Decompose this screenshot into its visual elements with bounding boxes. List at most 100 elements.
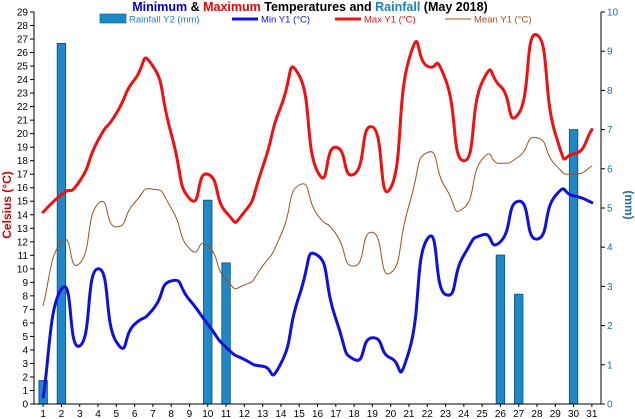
min-temperature-line (41, 187, 594, 399)
y-tick-label-left: 23 (17, 89, 29, 100)
y-tick-label-left: 15 (17, 197, 29, 208)
x-tick-label: 9 (187, 409, 193, 419)
x-tick-label: 28 (531, 409, 543, 419)
rainfall-bar (221, 262, 231, 405)
y-axis-label-left: Celsius (°C) (0, 171, 14, 238)
y-tick-label-left: 24 (17, 75, 29, 86)
y-tick-label-left: 22 (17, 102, 29, 113)
y-tick-label-right: 1 (607, 360, 613, 371)
x-tick-label: 3 (77, 409, 83, 419)
x-tick-label: 22 (422, 409, 434, 419)
y-tick-label-left: 7 (22, 305, 28, 316)
y-tick-label-right: 0 (607, 400, 613, 411)
x-tick-label: 27 (513, 409, 525, 419)
y-tick-label-left: 4 (22, 345, 28, 356)
rainfall-bar (203, 199, 213, 405)
y-tick-label-right: 9 (607, 47, 613, 58)
title-part: Temperatures and (261, 0, 375, 14)
y-tick-label-left: 19 (17, 143, 29, 154)
x-tick-label: 20 (385, 409, 397, 419)
y-tick-label-left: 8 (22, 291, 28, 302)
x-tick-label: 2 (59, 409, 65, 419)
x-tick-label: 17 (330, 409, 342, 419)
y-tick-label-left: 20 (17, 129, 29, 140)
legend-label: Mean Y1 (°C) (474, 15, 531, 26)
axes: 0123456789101112131415161718192021222324… (17, 8, 619, 419)
rainfall-bar (514, 293, 524, 405)
x-tick-label: 13 (257, 409, 269, 419)
x-tick-label: 14 (275, 409, 287, 419)
x-tick-label: 30 (568, 409, 580, 419)
y-tick-label-left: 12 (17, 237, 29, 248)
x-tick-label: 4 (95, 409, 101, 419)
title-part: Rainfall (375, 0, 420, 14)
y-tick-label-right: 8 (607, 86, 613, 97)
x-tick-label: 5 (114, 409, 120, 419)
x-tick-label: 15 (294, 409, 306, 419)
y-tick-label-left: 17 (17, 170, 29, 181)
y-tick-label-left: 6 (22, 318, 28, 329)
x-tick-label: 21 (403, 409, 415, 419)
y-tick-label-left: 18 (17, 156, 29, 167)
y-tick-label-left: 29 (17, 8, 29, 19)
y-tick-label-left: 2 (22, 372, 28, 383)
y-tick-label-left: 13 (17, 224, 29, 235)
rainfall-bars (38, 42, 579, 405)
x-tick-label: 31 (586, 409, 598, 419)
x-tick-label: 23 (440, 409, 452, 419)
y-tick-label-left: 27 (17, 35, 29, 46)
chart-title: Minimum & Maximum Temperatures and Rainf… (132, 0, 487, 14)
y-tick-label-left: 28 (17, 21, 29, 32)
title-part: & (187, 0, 203, 14)
x-tick-label: 29 (550, 409, 562, 419)
y-tick-label-right: 10 (607, 8, 619, 19)
y-tick-label-left: 21 (17, 116, 29, 127)
x-tick-label: 1 (40, 409, 46, 419)
y-tick-label-right: 3 (607, 282, 613, 293)
y-tick-label-left: 26 (17, 48, 29, 59)
y-tick-label-left: 16 (17, 183, 29, 194)
y-tick-label-right: 7 (607, 125, 613, 136)
y-axis-label-right: (mm) (622, 190, 635, 219)
y-tick-label-left: 1 (22, 386, 28, 397)
x-tick-label: 24 (458, 409, 470, 419)
x-tick-label: 18 (349, 409, 361, 419)
mean-temperature-line (42, 136, 593, 306)
title-part: (May 2018) (420, 0, 487, 14)
x-tick-label: 25 (477, 409, 489, 419)
legend: Rainfall Y2 (mm) Min Y1 (°C) Max Y1 (°C) Me… (99, 13, 531, 26)
x-tick-label: 16 (312, 409, 324, 419)
y-tick-label-left: 0 (22, 400, 28, 411)
x-tick-label: 11 (221, 409, 232, 419)
rainfall-bar (568, 129, 579, 405)
y-tick-label-left: 11 (18, 251, 29, 262)
y-tick-label-left: 25 (17, 62, 29, 73)
x-tick-label: 6 (132, 409, 138, 419)
y-tick-label-right: 5 (607, 204, 613, 215)
y-tick-label-left: 14 (17, 210, 29, 221)
legend-label: Min Y1 (°C) (261, 15, 310, 26)
rainfall-bar (56, 42, 67, 405)
x-tick-label: 26 (495, 409, 507, 419)
legend-label: Max Y1 (°C) (364, 15, 416, 26)
y-tick-label-left: 9 (22, 278, 28, 289)
y-tick-label-right: 6 (607, 164, 613, 175)
rainfall-bar (495, 254, 506, 405)
legend-label: Rainfall Y2 (mm) (129, 15, 200, 26)
x-tick-label: 12 (239, 409, 251, 419)
y-tick-label-left: 10 (17, 264, 29, 275)
y-tick-label-left: 3 (22, 359, 28, 370)
max-temperature-line (41, 33, 594, 224)
x-tick-label: 19 (367, 409, 379, 419)
y-tick-label-right: 2 (607, 321, 613, 332)
title-part: Maximum (203, 0, 261, 14)
x-tick-label: 8 (168, 409, 174, 419)
title-part: Minimum (132, 0, 187, 14)
y-tick-label-left: 5 (22, 332, 28, 343)
x-tick-label: 7 (150, 409, 156, 419)
x-tick-label: 10 (202, 409, 214, 419)
legend-swatch (99, 13, 127, 24)
temperature-lines (41, 33, 594, 399)
y-tick-label-right: 4 (607, 243, 613, 254)
